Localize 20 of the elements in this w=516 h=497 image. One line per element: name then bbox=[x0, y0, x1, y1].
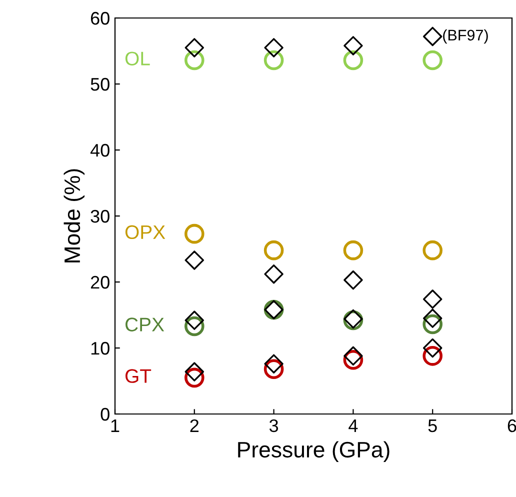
y-tick-label: 0 bbox=[100, 408, 110, 421]
x-tick-label: 5 bbox=[428, 420, 437, 432]
y-tick-label: 60 bbox=[90, 12, 110, 25]
x-axis-title: Pressure (GPa) bbox=[238, 441, 390, 462]
x-tick-label: 4 bbox=[348, 420, 358, 432]
y-tick-label: 40 bbox=[90, 144, 110, 157]
series-label: GT bbox=[126, 369, 152, 383]
y-tick-label: 20 bbox=[90, 276, 110, 289]
x-tick-label: 2 bbox=[190, 419, 199, 432]
x-tick-label: 1 bbox=[111, 420, 120, 432]
y-tick-label: 30 bbox=[90, 210, 110, 223]
x-tick-label: 6 bbox=[508, 419, 516, 432]
y-tick-label: 10 bbox=[91, 342, 110, 355]
series-label: (BF97) bbox=[443, 29, 488, 44]
series-label: OL bbox=[125, 52, 150, 66]
y-tick-label: 50 bbox=[90, 78, 110, 91]
x-tick-label: 3 bbox=[269, 419, 278, 432]
series-label: CPX bbox=[126, 318, 164, 332]
series-label: OPX bbox=[125, 225, 166, 240]
y-axis-title: Mode (%) bbox=[64, 169, 84, 262]
